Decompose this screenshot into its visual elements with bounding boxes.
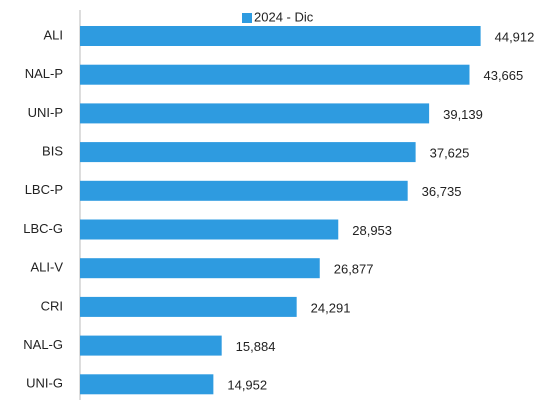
data-label: 15,884: [236, 339, 276, 354]
legend-swatch: [242, 13, 252, 23]
bar: [80, 258, 320, 279]
data-label: 24,291: [311, 300, 351, 315]
y-tick-label: LBC-P: [25, 182, 63, 197]
bar: [80, 296, 297, 317]
data-label: 36,735: [422, 184, 462, 199]
y-tick-label: UNI-G: [26, 376, 63, 391]
data-label: 43,665: [483, 68, 523, 83]
bar: [80, 142, 416, 163]
y-tick-label: CRI: [41, 298, 63, 313]
y-tick-label: BIS: [42, 144, 63, 159]
y-tick-label: LBC-G: [23, 221, 63, 236]
bar: [80, 374, 214, 395]
data-label: 28,953: [352, 223, 392, 238]
bar: [80, 64, 470, 85]
y-tick-label: NAL-P: [25, 66, 63, 81]
bar: [80, 180, 408, 201]
bar: [80, 26, 481, 46]
bar: [80, 103, 430, 124]
data-label: 37,625: [430, 146, 470, 161]
bar: [80, 335, 222, 356]
y-tick-label: NAL-G: [23, 337, 63, 352]
y-tick-label: ALI-V: [30, 260, 63, 275]
y-tick-label: ALI: [43, 27, 63, 42]
bar: [80, 219, 339, 240]
y-tick-label: UNI-P: [28, 105, 63, 120]
data-label: 14,952: [227, 378, 267, 393]
data-label: 39,139: [443, 107, 483, 122]
legend-label: 2024 - Dic: [254, 9, 314, 24]
data-label: 26,877: [334, 262, 374, 277]
data-label: 44,912: [495, 29, 535, 44]
